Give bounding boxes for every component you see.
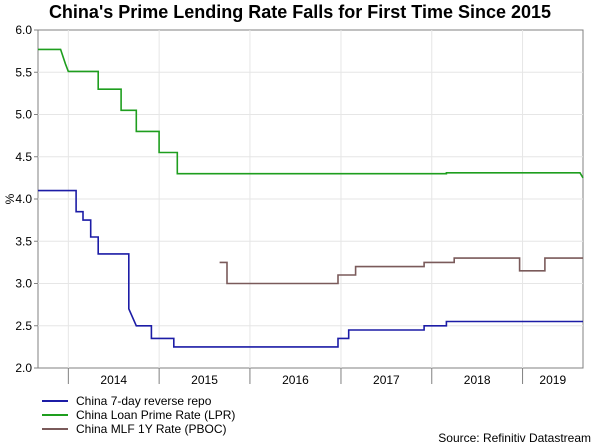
y-tick-label: 2.5 xyxy=(15,319,32,333)
legend-label-lpr: China Loan Prime Rate (LPR) xyxy=(76,408,236,422)
y-tick-label: 3.0 xyxy=(15,277,32,291)
legend-item-lpr: China Loan Prime Rate (LPR) xyxy=(42,408,235,422)
legend-label-mlf: China MLF 1Y Rate (PBOC) xyxy=(76,422,227,436)
y-tick-label: 3.5 xyxy=(15,234,32,248)
legend-swatch-lpr xyxy=(42,414,68,416)
x-tick-label: 2014 xyxy=(100,373,127,387)
legend-label-repo: China 7-day reverse repo xyxy=(76,394,212,408)
legend-swatch-mlf xyxy=(42,428,68,430)
series-line-mlf xyxy=(219,257,583,285)
y-tick-label: 4.0 xyxy=(15,192,32,206)
x-tick-label: 2016 xyxy=(282,373,309,387)
grid-lines xyxy=(38,30,583,368)
y-tick-label: 5.0 xyxy=(15,108,32,122)
x-tick-label: 2019 xyxy=(539,373,566,387)
y-tick-label: 2.0 xyxy=(15,361,32,375)
y-axis-label: % xyxy=(3,193,17,204)
legend-swatch-repo xyxy=(42,400,68,402)
source-note: Source: Refinitiv Datastream xyxy=(438,431,591,445)
legend-item-repo: China 7-day reverse repo xyxy=(42,394,235,408)
y-tick-label: 4.5 xyxy=(15,150,32,164)
y-tick-label: 6.0 xyxy=(15,23,32,37)
chart-title: China's Prime Lending Rate Falls for Fir… xyxy=(48,2,552,22)
x-tick-label: 2017 xyxy=(373,373,400,387)
x-axis-ticks: 2014 2015 2016 2017 2018 2019 xyxy=(67,368,566,387)
y-tick-label: 5.5 xyxy=(15,65,32,79)
legend-item-mlf: China MLF 1Y Rate (PBOC) xyxy=(42,422,235,436)
x-tick-label: 2018 xyxy=(464,373,491,387)
y-axis-ticks: 2.0 2.5 3.0 3.5 4.0 4.5 5.0 5.5 6.0 xyxy=(15,23,38,375)
x-tick-label: 2015 xyxy=(191,373,218,387)
series-line-repo xyxy=(38,189,583,348)
series-line-lpr xyxy=(38,48,584,179)
legend: China 7-day reverse repo China Loan Prim… xyxy=(42,394,235,436)
series-lines xyxy=(38,48,584,348)
